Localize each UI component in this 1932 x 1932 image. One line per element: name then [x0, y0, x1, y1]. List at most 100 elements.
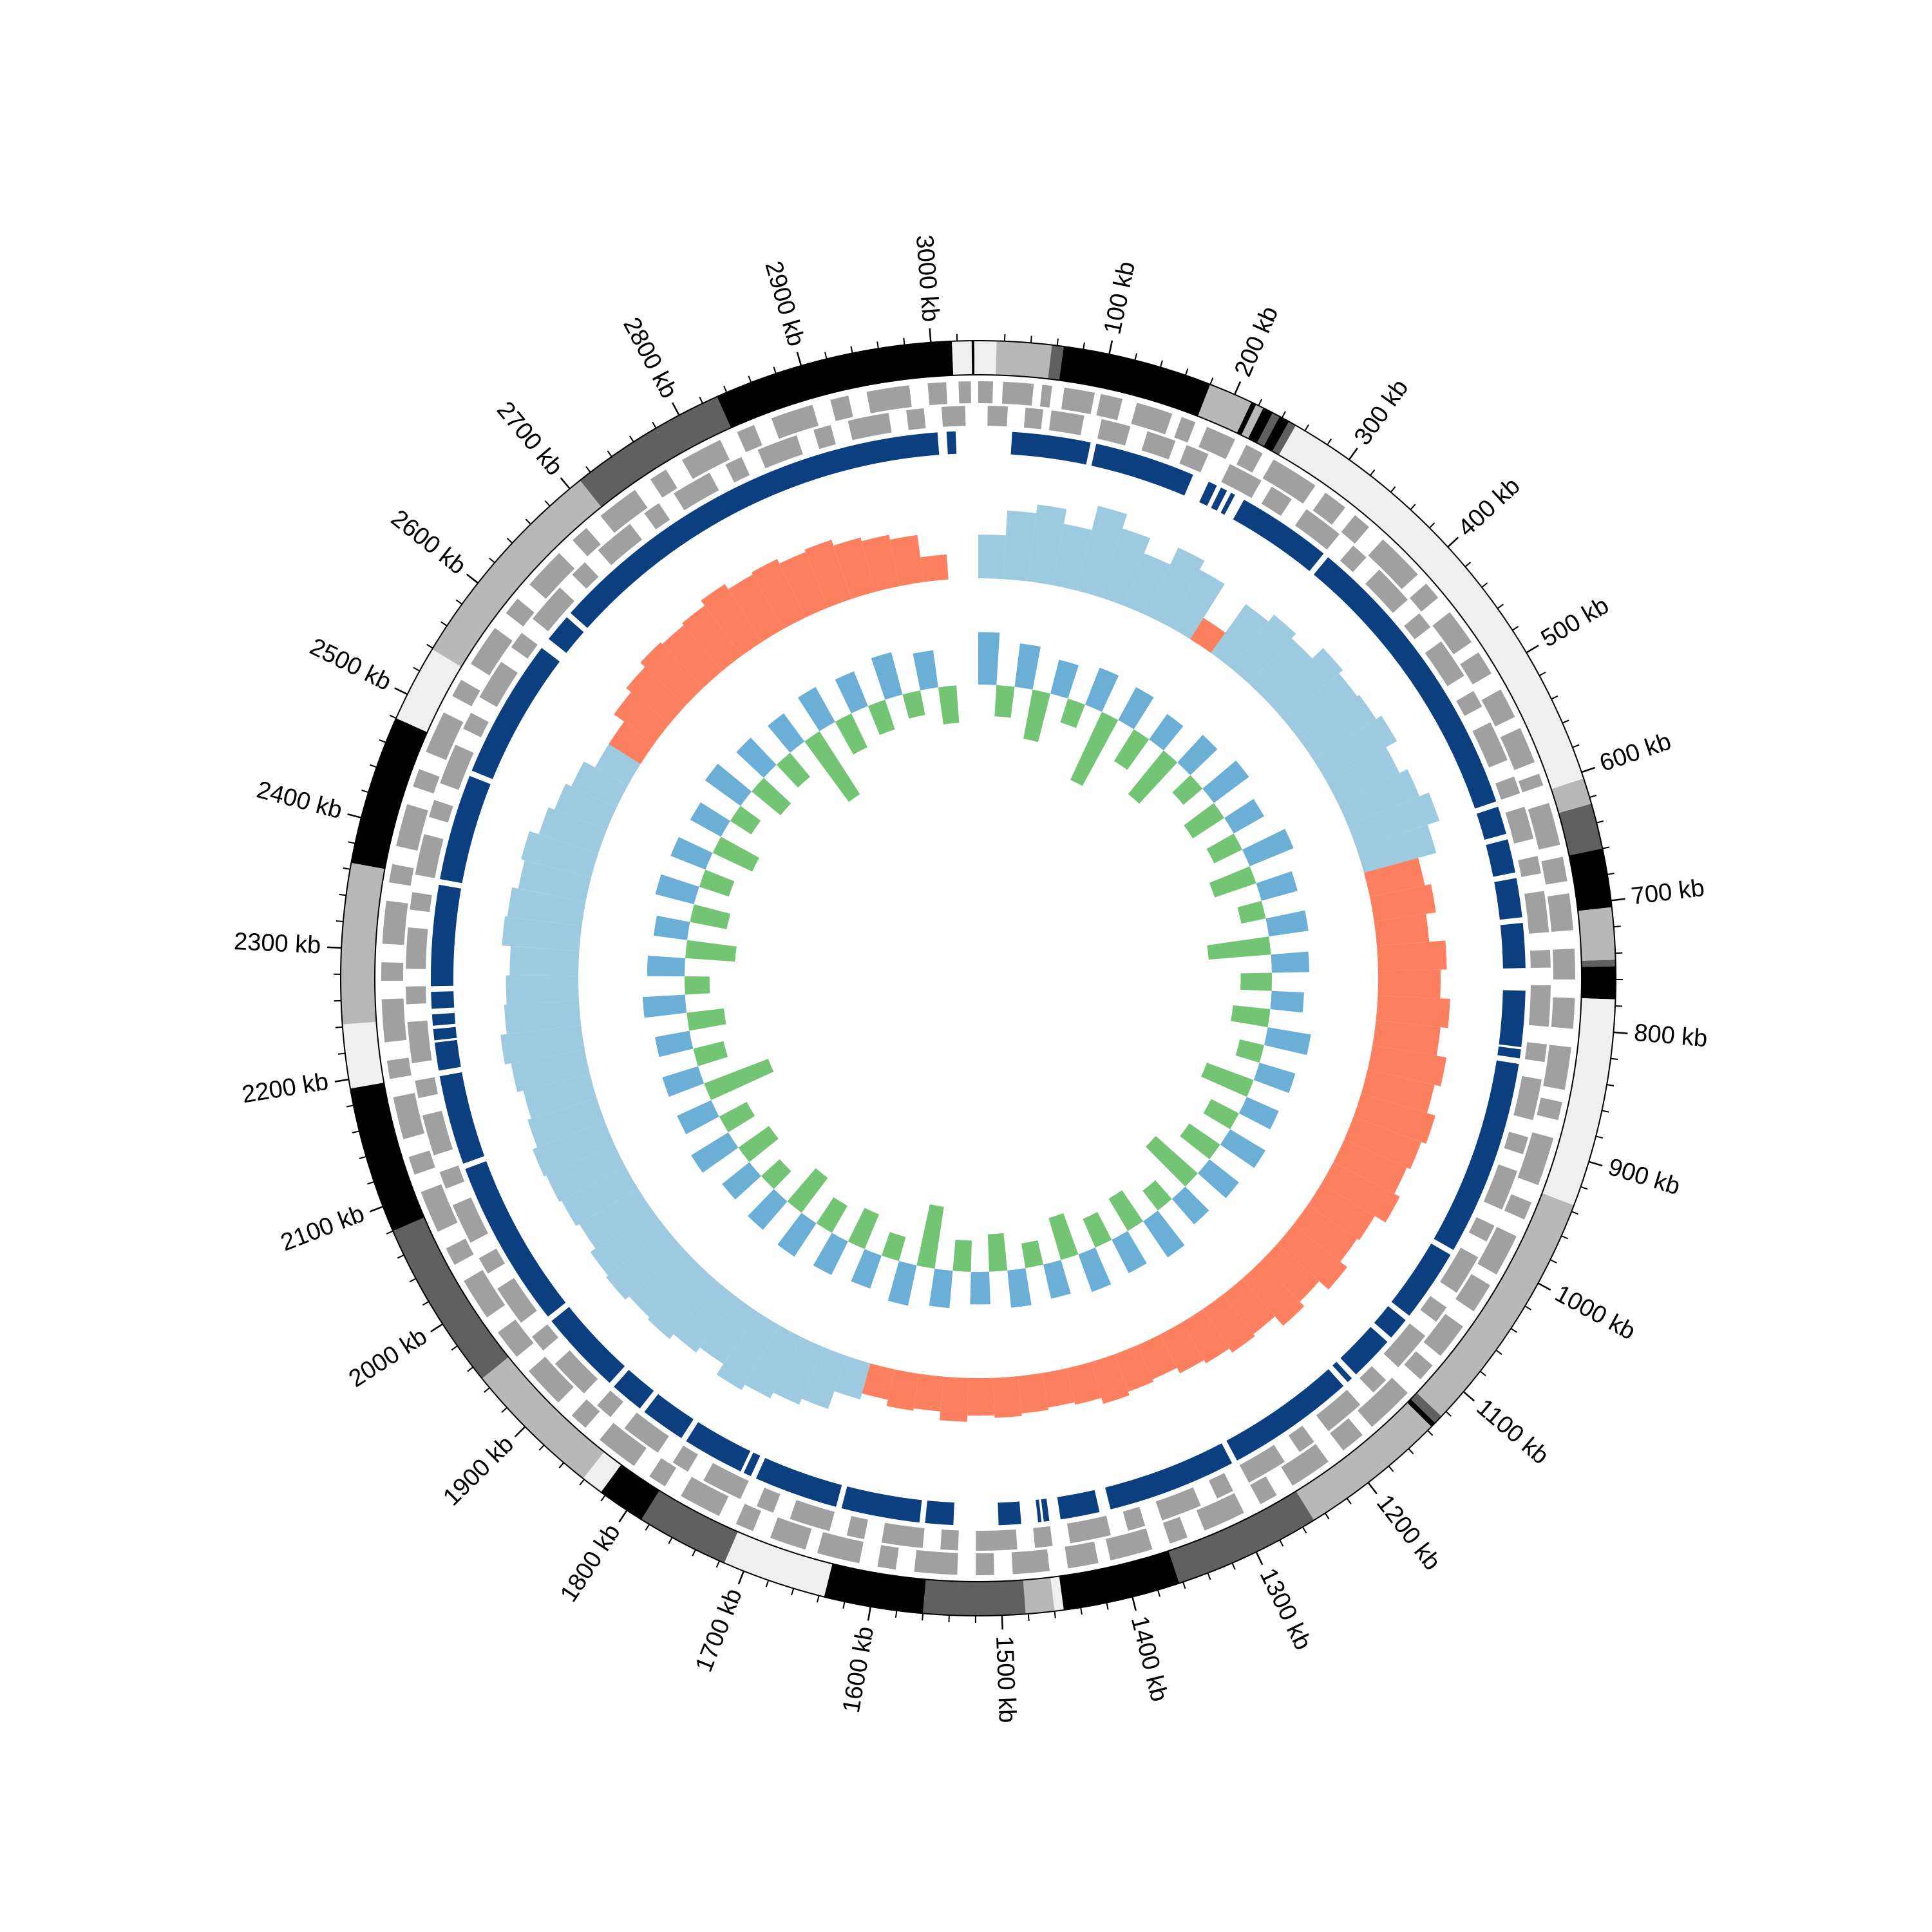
gc-content-bar — [722, 1162, 761, 1200]
gc-skew-bar — [833, 537, 875, 600]
major-tick — [1255, 1551, 1264, 1566]
gene-minus — [1472, 722, 1508, 768]
gene-minus — [415, 1077, 439, 1099]
minor-tick — [544, 500, 551, 507]
gc-content-bar — [978, 632, 1000, 685]
gene-minus — [1239, 1444, 1285, 1483]
gc-skew-bar — [1137, 1334, 1177, 1379]
gene-minus — [756, 1488, 781, 1513]
gc-content-bar — [787, 1168, 828, 1213]
gene-minus — [672, 1445, 698, 1472]
gc-content-bar — [690, 904, 731, 929]
gc-content-bar — [761, 1159, 791, 1189]
gc-skew-bar — [1052, 524, 1092, 591]
contig-segment — [971, 341, 975, 375]
contig-segment — [1410, 1392, 1442, 1423]
gc-skew-bar — [554, 783, 617, 831]
gene-plus — [1528, 802, 1560, 850]
major-tick — [672, 402, 680, 416]
gene-plus — [1330, 1418, 1363, 1451]
major-tick — [1234, 381, 1242, 395]
gc-content-bar — [655, 874, 699, 905]
gene-minus — [1066, 1515, 1112, 1544]
tick-label: 300 kb — [1349, 375, 1414, 450]
gene-minus — [406, 927, 428, 969]
minor-tick — [1106, 1602, 1109, 1610]
gc-skew-bar — [967, 1378, 995, 1416]
minor-tick — [370, 764, 377, 768]
gene-plus — [1065, 1541, 1099, 1569]
gc-content-bar — [1203, 1099, 1239, 1130]
gc-skew-bar — [532, 1121, 615, 1177]
gene-minus — [1097, 419, 1131, 446]
gc-skew-bar — [1344, 1117, 1422, 1170]
gene-plus — [866, 385, 912, 413]
major-tick — [737, 1571, 745, 1585]
block — [1105, 1443, 1233, 1510]
minor-tick — [1539, 671, 1546, 676]
minor-tick — [1182, 1582, 1186, 1589]
gene-plus — [1552, 948, 1575, 980]
gene-plus — [1551, 997, 1575, 1029]
gc-skew-bar — [920, 554, 949, 582]
gc-skew-bar — [978, 535, 1006, 580]
gene-plus — [1174, 417, 1196, 443]
major-tick — [1132, 1596, 1137, 1611]
block — [743, 1452, 761, 1477]
tick-label: 1400 kb — [1126, 1613, 1173, 1704]
gene-plus — [1547, 893, 1573, 933]
tick-label: 1800 kb — [555, 1519, 626, 1607]
gc-content-bar — [970, 1271, 990, 1305]
gene-plus — [771, 404, 819, 439]
major-tick — [1001, 1615, 1003, 1630]
gc-skew-bar — [728, 574, 784, 642]
gc-skew-bar — [1338, 769, 1420, 826]
gc-content-bar — [1050, 659, 1079, 699]
minor-tick — [489, 557, 495, 564]
tick-label: 400 kb — [1453, 473, 1525, 542]
gc-content-bar — [987, 1233, 1008, 1272]
gc-skew-bar — [1313, 715, 1397, 781]
tick-label: 2800 kb — [618, 313, 683, 402]
block — [434, 1039, 461, 1071]
minor-tick — [367, 1181, 375, 1185]
tick-label: 200 kb — [1229, 303, 1283, 381]
gc-content-bar — [1271, 951, 1310, 973]
gc-content-bar — [835, 671, 868, 714]
gc-skew-bar — [744, 1325, 801, 1399]
gc-skew-bar — [647, 1265, 719, 1340]
minor-tick — [1209, 377, 1214, 385]
gene-plus — [528, 1356, 574, 1403]
minor-tick — [1281, 411, 1286, 419]
gene-plus — [1131, 402, 1173, 435]
gc-content-bar — [1209, 866, 1256, 898]
gene-minus — [1530, 949, 1551, 969]
minor-tick — [1388, 1465, 1394, 1472]
gc-content-bar — [1142, 1180, 1172, 1211]
gene-minus — [429, 800, 453, 823]
gc-skew-bar — [523, 1074, 597, 1119]
gc-content-bar — [1007, 1268, 1032, 1308]
block — [570, 432, 940, 629]
gc-content-bar — [1118, 687, 1154, 730]
gene-plus — [1404, 1351, 1433, 1379]
gene-minus — [452, 1197, 489, 1243]
gc-content-bar — [1224, 799, 1265, 834]
tick-label: 600 kb — [1596, 728, 1675, 777]
gene-plus — [1096, 393, 1123, 421]
block — [1500, 922, 1526, 969]
gc-skew-bar — [889, 535, 924, 587]
contig-segment — [1296, 1403, 1432, 1520]
gc-content-bar — [1256, 871, 1298, 901]
gene-minus — [1288, 1425, 1314, 1452]
gc-skew-bar — [518, 860, 592, 902]
contig-segment — [952, 341, 972, 375]
gene-plus — [1518, 773, 1544, 793]
gene-plus — [1039, 384, 1052, 408]
gene-minus — [462, 712, 489, 737]
gene-plus — [1543, 1045, 1571, 1090]
gene-plus — [426, 712, 464, 761]
tick-label: 1100 kb — [1472, 1394, 1554, 1470]
gc-content-bar — [1197, 1159, 1239, 1198]
